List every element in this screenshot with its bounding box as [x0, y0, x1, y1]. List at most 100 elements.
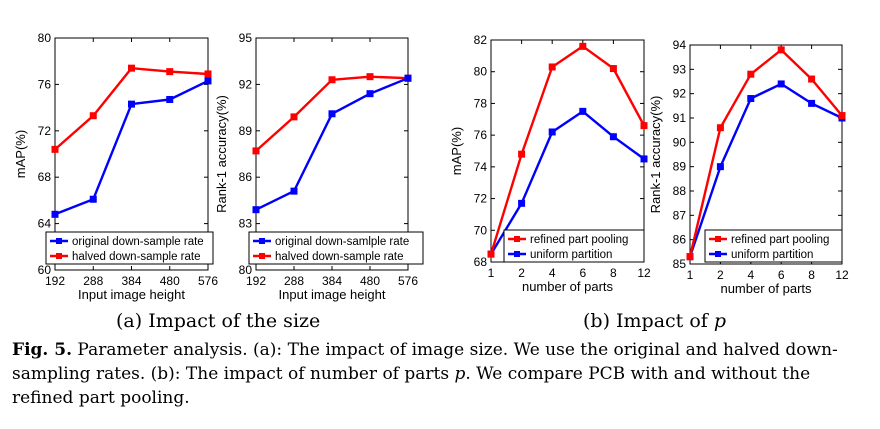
figure-caption: Fig. 5. Parameter analysis. (a): The imp… — [12, 338, 864, 410]
data-point — [51, 210, 59, 218]
x-tick-label: 8 — [610, 266, 617, 280]
y-tick-label: 82 — [474, 33, 488, 47]
data-point — [252, 147, 260, 155]
data-point — [579, 42, 587, 50]
subcaption-b-text: (b) Impact of — [583, 310, 714, 332]
data-point — [290, 113, 298, 121]
data-point — [777, 80, 785, 88]
y-tick-label: 86 — [239, 170, 253, 184]
series-line — [255, 77, 409, 211]
x-axis-label: number of parts — [720, 281, 812, 296]
y-tick-label: 89 — [239, 124, 253, 138]
data-point — [328, 76, 336, 84]
x-tick-label: 4 — [549, 266, 556, 280]
series-line — [489, 110, 645, 255]
y-tick-label: 68 — [474, 255, 488, 269]
subcaption-a: (a) Impact of the size — [116, 310, 320, 332]
data-point — [328, 110, 336, 118]
series-line — [489, 45, 646, 255]
data-point — [128, 100, 135, 108]
data-point — [366, 90, 374, 98]
y-tick-label: 68 — [38, 170, 52, 184]
y-tick-label: 76 — [474, 128, 488, 142]
x-tick-label: 576 — [398, 274, 418, 288]
subcaption-b-variable: p — [713, 310, 727, 332]
y-tick-label: 85 — [673, 257, 687, 271]
data-point — [716, 163, 724, 171]
y-tick-label: 88 — [673, 184, 687, 198]
data-point — [609, 65, 617, 73]
series-line — [688, 48, 843, 257]
data-point — [204, 70, 212, 78]
data-point — [518, 150, 526, 158]
x-tick-label: 2 — [717, 268, 724, 282]
data-point — [747, 95, 755, 103]
data-point — [487, 250, 495, 258]
y-axis-label: Rank-1 accuracy(%) — [648, 96, 663, 214]
legend-swatch-marker — [56, 238, 62, 244]
legend-label: refined part pooling — [530, 234, 628, 246]
legend-label: original down-sample rate — [72, 236, 204, 248]
legend-label: uniform partition — [530, 249, 612, 261]
x-tick-label: 480 — [160, 274, 180, 288]
y-tick-label: 60 — [38, 263, 52, 277]
subcaption-b: (b) Impact of p — [583, 310, 726, 332]
legend-label: original down-samlple rate — [275, 236, 409, 248]
data-point — [640, 122, 648, 130]
subcaption-a-text: (a) Impact of the size — [116, 310, 321, 332]
x-axis-label: number of parts — [522, 279, 614, 294]
data-point — [128, 64, 135, 72]
legend-swatch-marker — [259, 253, 265, 259]
chart-2: 80 83 86 89 92 95 192 288 384 480 576 Input image h… — [214, 31, 424, 302]
y-tick-label: 78 — [474, 96, 488, 110]
y-tick-label: 83 — [239, 217, 253, 231]
data-point — [716, 124, 724, 132]
data-point — [548, 128, 556, 136]
legend-swatch-marker — [715, 251, 721, 257]
x-axis-label: Input image height — [279, 287, 386, 302]
legend-swatch-marker — [259, 238, 265, 244]
y-tick-label: 93 — [673, 62, 687, 76]
legend-label: halved down-sample rate — [275, 251, 404, 263]
data-point — [404, 74, 412, 82]
y-tick-label: 80 — [38, 31, 52, 45]
legend-label: halved down-sample rate — [72, 251, 201, 263]
data-point — [166, 68, 174, 76]
y-tick-label: 90 — [673, 135, 687, 149]
data-point — [808, 99, 816, 107]
legend-swatch-marker — [514, 251, 520, 257]
x-tick-label: 12 — [637, 266, 651, 280]
x-tick-label: 288 — [284, 274, 304, 288]
y-tick-label: 76 — [38, 77, 52, 91]
legend: refined part pooling uniform partition — [503, 229, 645, 263]
caption-text-1: Parameter analysis. (a): The impact of i… — [12, 340, 838, 384]
x-tick-label: 576 — [198, 274, 218, 288]
y-tick-label: 95 — [239, 31, 253, 45]
x-tick-label: 192 — [45, 274, 65, 288]
data-point — [166, 95, 174, 103]
data-point — [579, 107, 587, 115]
x-tick-label: 2 — [518, 266, 525, 280]
legend-swatch-marker — [56, 253, 62, 259]
data-point — [640, 155, 648, 163]
legend-box — [503, 229, 645, 263]
series-line — [688, 82, 843, 258]
data-point — [609, 133, 617, 141]
y-tick-label: 86 — [673, 233, 687, 247]
data-point — [518, 199, 526, 207]
data-point — [686, 253, 694, 261]
data-point — [366, 73, 374, 81]
legend-label: refined part pooling — [731, 234, 829, 246]
legend: original down-samlple rate halved down-sa… — [248, 231, 424, 265]
y-tick-label: 92 — [239, 77, 253, 91]
data-point — [808, 75, 816, 83]
legend-box — [248, 231, 424, 265]
series-line — [54, 66, 209, 151]
x-tick-label: 8 — [808, 268, 815, 282]
x-axis-label: Input image height — [78, 287, 185, 302]
caption-label: Fig. 5. — [12, 340, 72, 360]
y-axis-label: mAP(%) — [13, 130, 28, 178]
